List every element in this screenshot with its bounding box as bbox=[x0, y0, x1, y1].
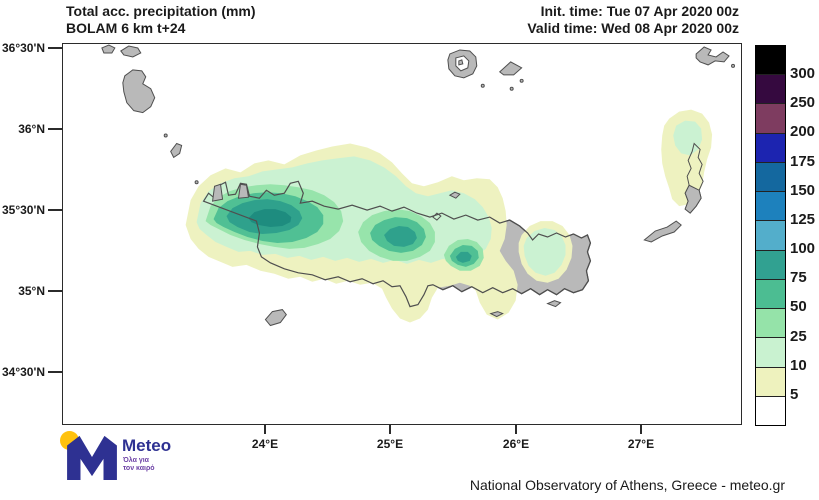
colorbar-tick-label: 75 bbox=[790, 269, 807, 287]
meteo-m-icon bbox=[67, 435, 117, 480]
lon-tick-mark bbox=[640, 425, 642, 434]
lat-tick-mark bbox=[48, 47, 62, 49]
colorbar-segment bbox=[756, 192, 785, 222]
colorbar-segment bbox=[756, 221, 785, 251]
island-group-cyclades bbox=[101, 44, 736, 228]
crete-coastline bbox=[202, 180, 592, 308]
lat-tick-mark bbox=[48, 209, 62, 211]
colorbar-labels: 300 250 200 175 150 125 100 75 50 25 10 5 bbox=[790, 45, 819, 424]
colorbar-segment bbox=[756, 396, 785, 426]
colorbar-tick-label: 50 bbox=[790, 298, 807, 316]
logo-brand-text: Meteo bbox=[122, 436, 172, 455]
colorbar-tick-label: 100 bbox=[790, 240, 816, 258]
logo-tagline-line1: Όλα για bbox=[123, 457, 149, 464]
precip-10mm-east bbox=[523, 228, 566, 276]
precip-layers bbox=[185, 109, 713, 323]
colorbar-segment bbox=[756, 133, 785, 163]
attribution-text: National Observatory of Athens, Greece -… bbox=[469, 477, 785, 493]
colorbar-tick-label: 300 bbox=[790, 65, 816, 83]
init-time: Init. time: Tue 07 Apr 2020 00z bbox=[540, 3, 739, 19]
lon-tick-mark bbox=[515, 425, 517, 434]
lon-tick-label: 26°E bbox=[502, 437, 530, 451]
lat-tick-label: 35°30'N bbox=[1, 203, 45, 217]
lat-tick-label: 34°30'N bbox=[1, 365, 45, 379]
logo-tagline-line2: τον καιρό bbox=[123, 465, 155, 472]
colorbar-tick-label: 200 bbox=[790, 123, 816, 141]
colorbar-tick-label: 125 bbox=[790, 210, 816, 228]
nw-peninsulas bbox=[211, 183, 250, 202]
colorbar-segment bbox=[756, 338, 785, 368]
run-times: Init. time: Tue 07 Apr 2020 00z Valid ti… bbox=[527, 3, 739, 37]
lat-tick-mark bbox=[48, 371, 62, 373]
meteo-logo: Meteo Όλα για τον καιρό bbox=[58, 428, 188, 488]
colorbar-segment bbox=[756, 162, 785, 193]
colorbar-tick-label: 250 bbox=[790, 94, 816, 112]
colorbar-tick-label: 25 bbox=[790, 327, 807, 345]
precip-75mm-central bbox=[384, 226, 417, 247]
colorbar-segment bbox=[756, 309, 785, 339]
lon-tick-label: 27°E bbox=[627, 437, 655, 451]
colorbar-segment bbox=[756, 46, 785, 76]
lon-tick-mark bbox=[264, 425, 266, 434]
precip-10mm-karpathos bbox=[673, 120, 703, 156]
lon-tick-mark bbox=[389, 425, 391, 434]
colorbar-tick-label: 150 bbox=[790, 181, 816, 199]
colorbar bbox=[755, 45, 786, 426]
precip-max-core-west bbox=[248, 209, 292, 228]
logo-tagline: Όλα για τον καιρό bbox=[123, 457, 155, 473]
precip-75mm-east bbox=[455, 251, 472, 263]
lat-tick-label: 35°N bbox=[18, 284, 45, 298]
valid-time: Valid time: Wed 08 Apr 2020 00z bbox=[527, 20, 739, 36]
colorbar-segment bbox=[756, 367, 785, 397]
colorbar-segment bbox=[756, 250, 785, 280]
precipitation-map bbox=[101, 44, 736, 327]
colorbar-segment bbox=[756, 279, 785, 310]
colorbar-tick-label: 10 bbox=[790, 356, 807, 374]
title-model: BOLAM 6 km t+24 bbox=[66, 20, 186, 36]
colorbar-tick-label: 175 bbox=[790, 152, 816, 170]
lat-tick-mark bbox=[48, 290, 62, 292]
colorbar-segment bbox=[756, 104, 785, 134]
lat-tick-label: 36°30'N bbox=[1, 41, 45, 55]
island-group-east-south bbox=[264, 142, 704, 327]
title-variable: Total acc. precipitation (mm) bbox=[66, 3, 256, 19]
colorbar-tick-label: 5 bbox=[790, 385, 799, 403]
lon-tick-label: 25°E bbox=[376, 437, 404, 451]
map-canvas bbox=[62, 43, 742, 425]
model-title: Total acc. precipitation (mm) BOLAM 6 km… bbox=[66, 3, 256, 37]
colorbar-segment bbox=[756, 75, 785, 105]
lat-tick-mark bbox=[48, 128, 62, 130]
lat-tick-label: 36°N bbox=[18, 122, 45, 136]
lon-tick-label: 24°E bbox=[251, 437, 279, 451]
islet-contour bbox=[432, 212, 442, 221]
